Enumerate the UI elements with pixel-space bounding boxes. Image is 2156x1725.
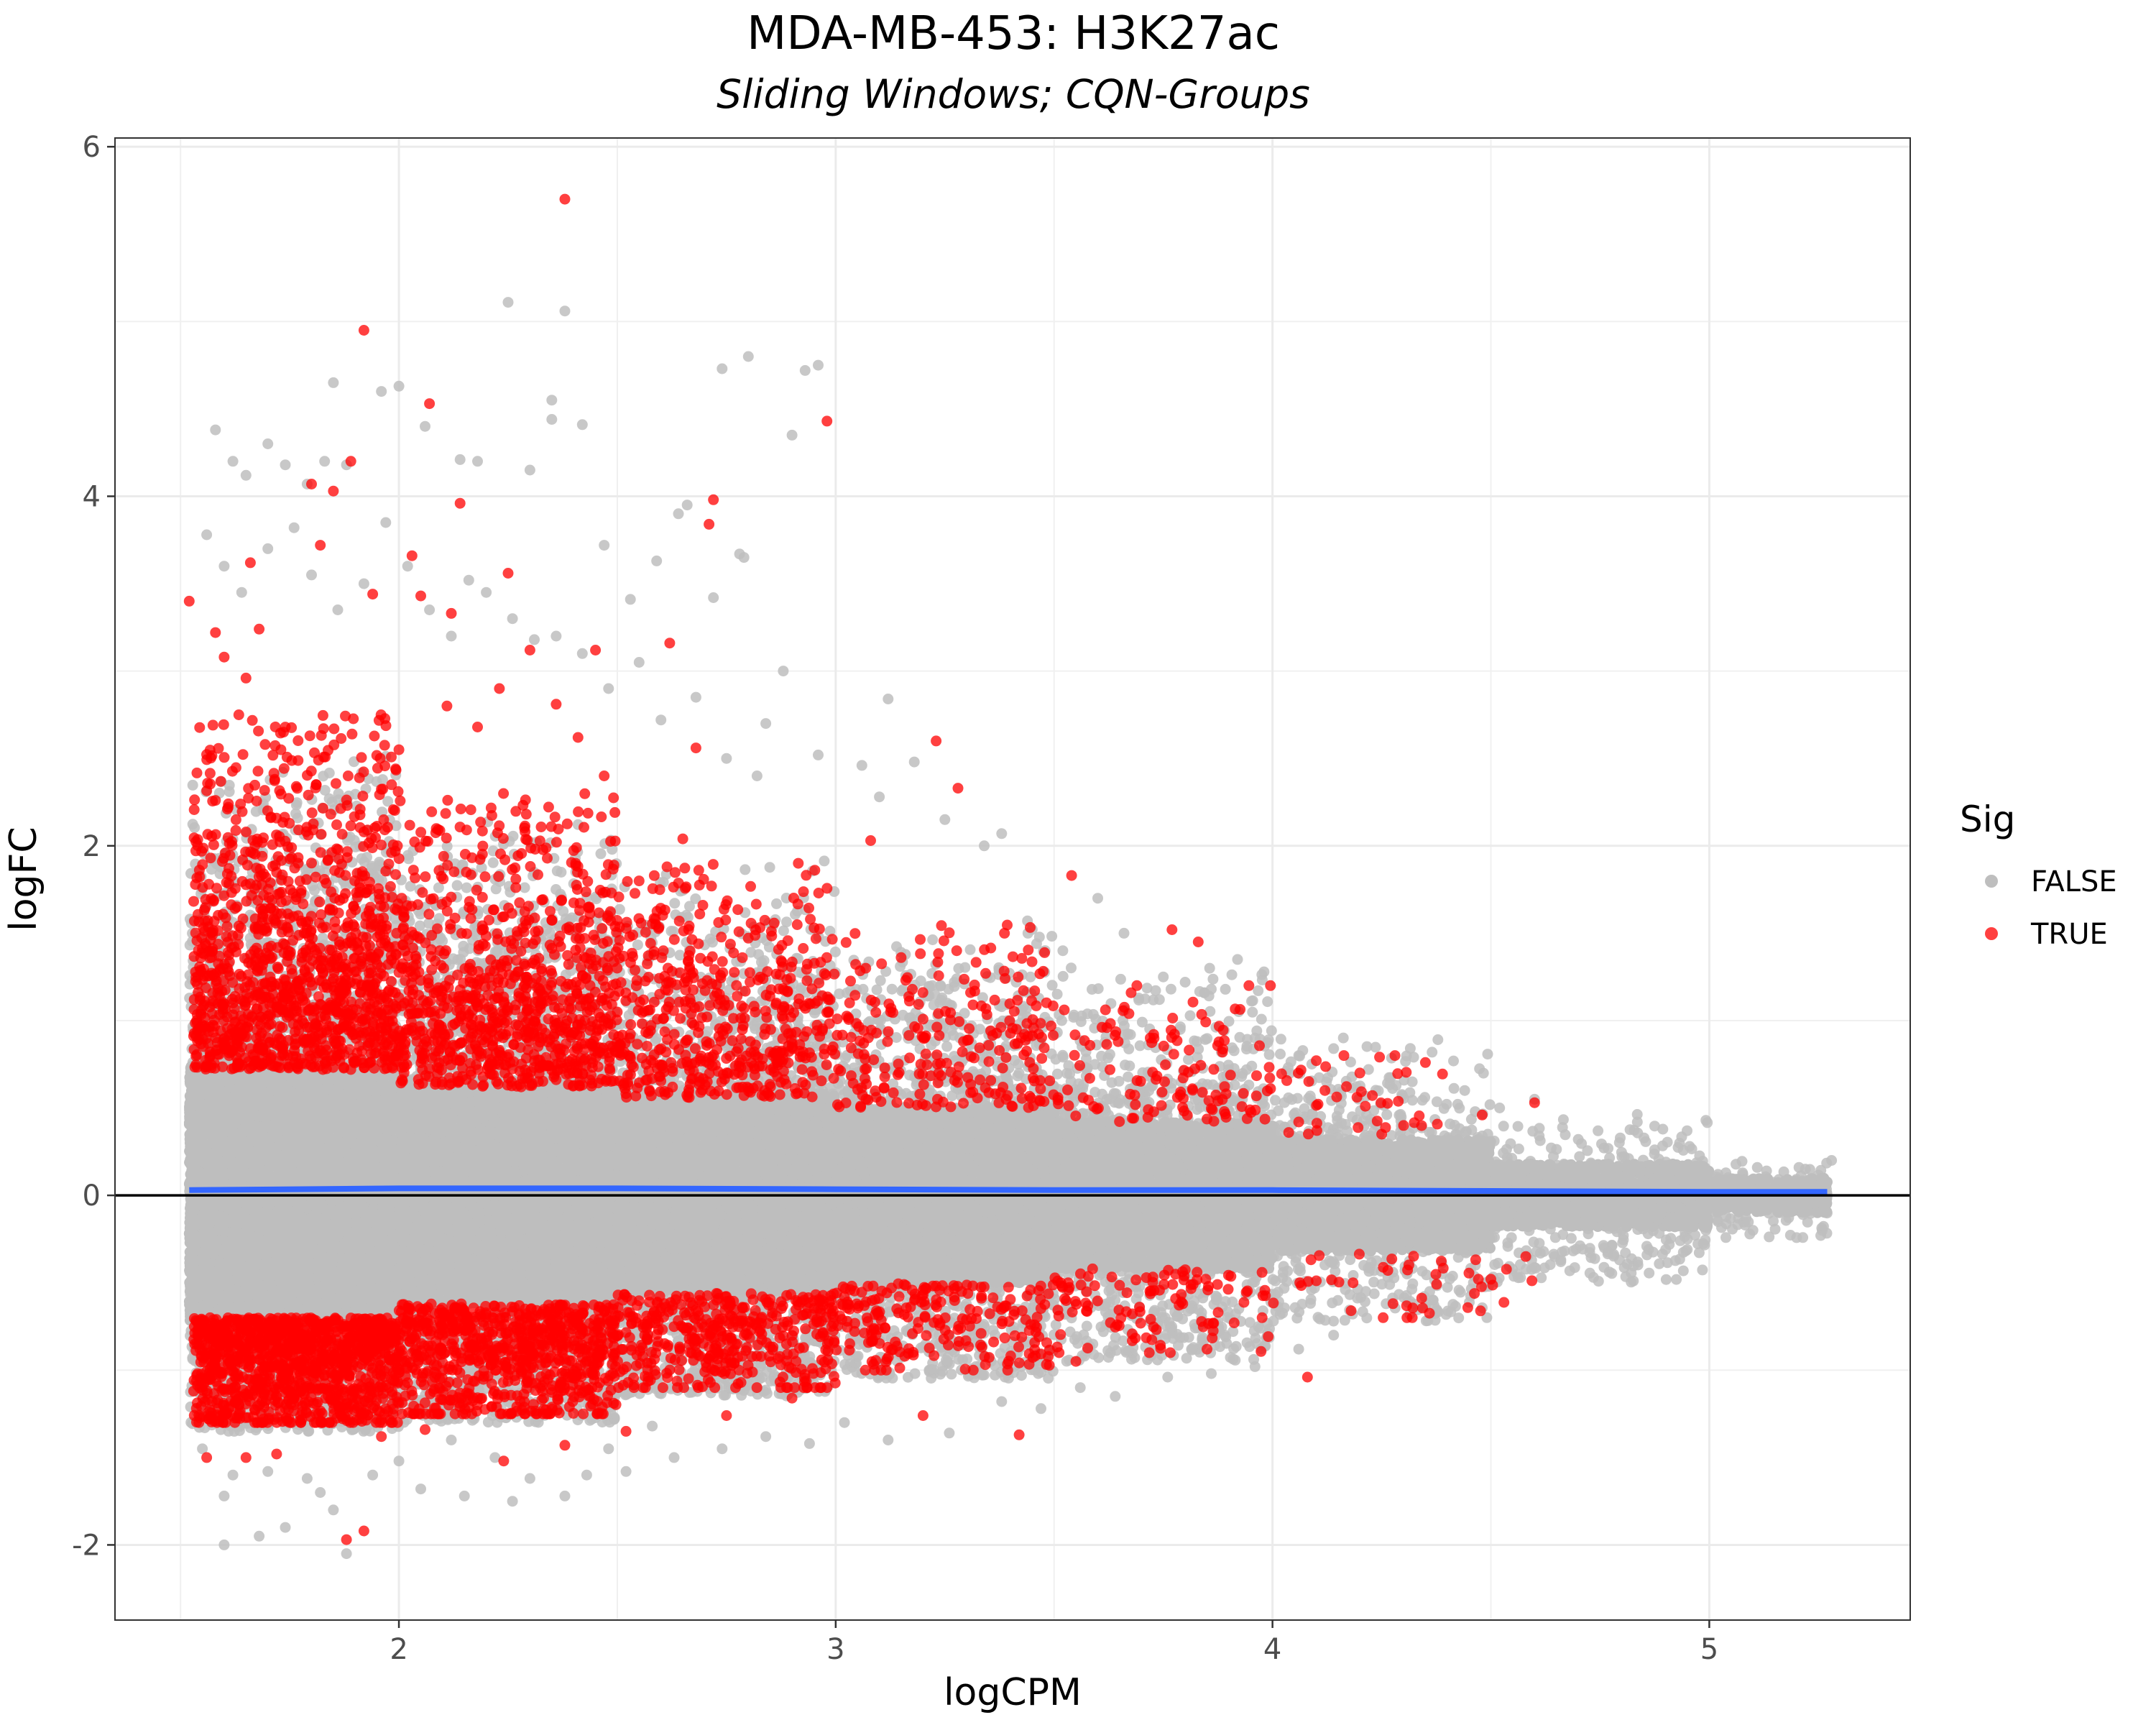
chart-title: MDA-MB-453: H3K27ac: [747, 7, 1280, 60]
plot-panel: [115, 138, 1910, 1620]
chart-subtitle: Sliding Windows; CQN-Groups: [717, 71, 1310, 117]
